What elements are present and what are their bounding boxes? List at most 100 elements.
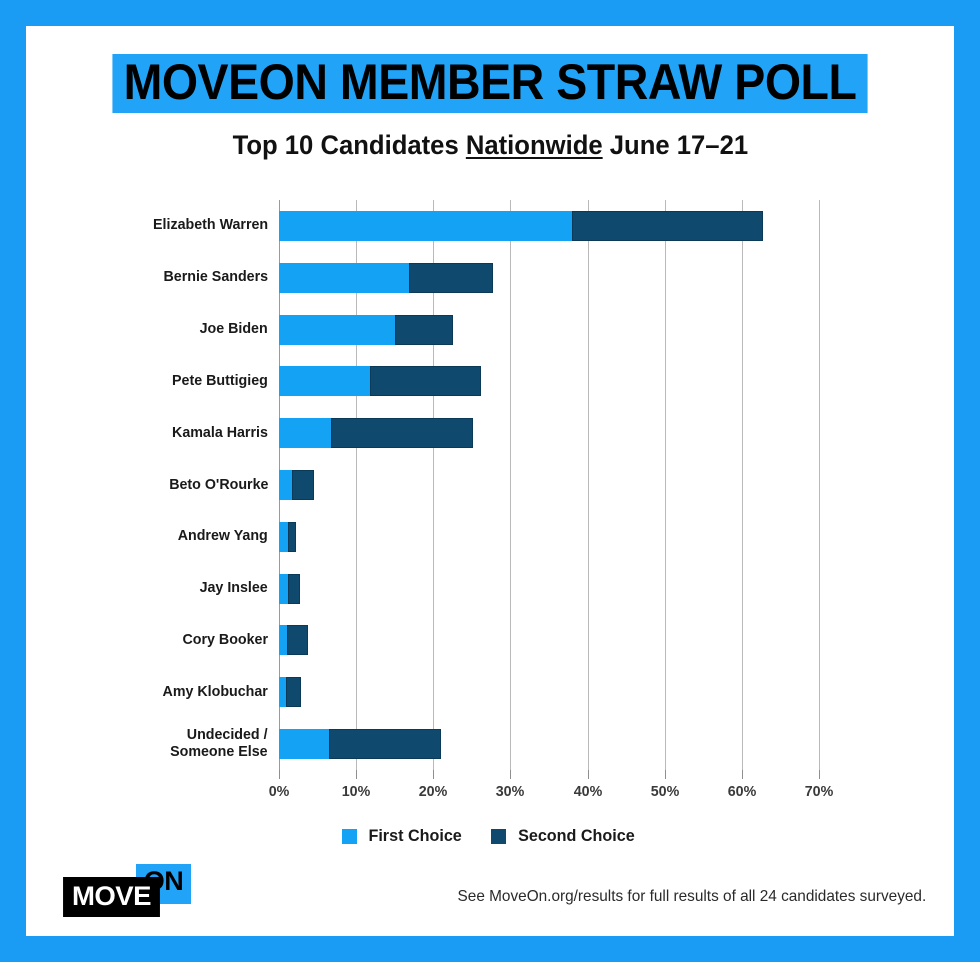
bar-row[interactable]: Andrew Yang <box>178 521 819 552</box>
category-label: Cory Booker <box>182 630 268 649</box>
bar-segment-first-choice[interactable] <box>279 625 287 656</box>
gridline-60pct <box>741 200 743 770</box>
category-label: Amy Klobuchar <box>162 682 268 701</box>
category-label: Kamala Harris <box>172 423 268 442</box>
x-tick-label-70pct: 70% <box>804 783 834 800</box>
gridline-20pct <box>433 200 435 770</box>
bar-segment-second-choice[interactable] <box>572 210 763 241</box>
bar-segment-first-choice[interactable] <box>279 677 286 708</box>
x-tick-40pct <box>587 770 589 779</box>
x-tick-label-30pct: 30% <box>496 783 525 800</box>
category-label: Andrew Yang <box>178 528 268 545</box>
category-label: Pete Buttigieg <box>172 371 268 390</box>
bar-segment-first-choice[interactable] <box>279 210 573 241</box>
bar-row[interactable]: Jay Inslee <box>200 573 819 604</box>
moveon-logo: ON MOVE <box>63 864 194 922</box>
category-label-line: Andrew Yang <box>177 527 268 545</box>
category-label-line: Pete Buttigieg <box>172 371 268 389</box>
subtitle-emphasis: Nationwide <box>465 130 603 160</box>
bar-segment-second-choice[interactable] <box>285 677 302 708</box>
bar-row[interactable]: Joe Biden <box>200 314 819 345</box>
subtitle-prefix: Top 10 Candidates <box>232 130 466 160</box>
category-label-line: Joe Biden <box>199 320 268 338</box>
bar-segment-first-choice[interactable] <box>279 262 409 293</box>
category-label-line: Jay Inslee <box>199 579 268 597</box>
plot-area: Elizabeth Warren Bernie Sanders Joe Biden P… <box>153 200 820 770</box>
category-label: Undecided / Someone Else <box>170 726 268 761</box>
bar-segment-first-choice[interactable] <box>279 729 330 760</box>
x-tick-20pct <box>433 770 435 779</box>
legend-swatch-second-choice <box>490 828 506 844</box>
x-tick-label-60pct: 60% <box>727 783 757 800</box>
bar-row[interactable]: Beto O'Rourke <box>169 470 819 500</box>
category-label-line: Kamala Harris <box>172 423 268 441</box>
category-label-line: Beto O'Rourke <box>168 475 268 493</box>
bar-segment-second-choice[interactable] <box>288 573 300 604</box>
bar-row[interactable]: Bernie Sanders <box>163 262 819 293</box>
gridline-70pct <box>819 200 820 770</box>
x-tick-30pct <box>510 770 512 779</box>
gridline-50pct <box>664 200 666 770</box>
x-axis: 0% 10% 20% 30% 40% 50% 60% 70% <box>269 770 833 816</box>
bar-segment-second-choice[interactable] <box>331 418 473 449</box>
bar-segment-second-choice[interactable] <box>292 470 314 500</box>
legend-item-first-choice: First Choice <box>342 826 464 846</box>
x-tick-50pct <box>664 770 666 779</box>
footnote-text: See MoveOn.org/results for full results … <box>457 888 926 905</box>
category-label: Elizabeth Warren <box>153 217 268 234</box>
x-tick-label-40pct: 40% <box>573 783 602 800</box>
x-tick-0pct <box>279 770 280 779</box>
bar-row[interactable]: Pete Buttigieg <box>172 366 819 397</box>
x-tick-label-0pct: 0% <box>268 783 290 800</box>
x-tick-70pct <box>819 770 820 779</box>
x-tick-label-20pct: 20% <box>419 783 448 800</box>
category-label: Beto O'Rourke <box>168 475 268 494</box>
x-tick-10pct <box>356 770 358 779</box>
chart-legend: First Choice Second Choice <box>26 826 954 846</box>
legend-label-second-choice: Second Choice <box>517 826 635 845</box>
bar-row[interactable]: Kamala Harris <box>172 418 819 449</box>
title-container: MOVEON MEMBER STRAW POLL <box>26 54 954 113</box>
subtitle-container: Top 10 Candidates Nationwide June 17–21 <box>26 130 954 161</box>
bar-row[interactable]: Undecided / Someone Else <box>171 726 819 760</box>
bar-segment-first-choice[interactable] <box>279 573 289 604</box>
bar-segment-second-choice[interactable] <box>370 366 482 397</box>
bar-segment-first-choice[interactable] <box>279 418 332 449</box>
category-label: Jay Inslee <box>199 579 268 597</box>
category-label-line: Someone Else <box>170 742 268 760</box>
category-label-line: Bernie Sanders <box>163 268 268 286</box>
poster-canvas: MOVEON MEMBER STRAW POLL Top 10 Candidat… <box>26 26 954 936</box>
x-tick-60pct <box>741 770 743 779</box>
gridline-30pct <box>510 200 512 770</box>
category-label-line: Cory Booker <box>182 630 268 648</box>
bar-segment-first-choice[interactable] <box>279 521 289 552</box>
gridline-40pct <box>587 200 589 770</box>
x-tick-label-50pct: 50% <box>650 783 679 800</box>
page-title: MOVEON MEMBER STRAW POLL <box>112 54 868 113</box>
legend-swatch-first-choice <box>342 828 358 844</box>
bar-segment-second-choice[interactable] <box>286 625 308 656</box>
logo-move-block: MOVE <box>63 877 160 917</box>
gridline-10pct <box>356 200 358 770</box>
bar-segment-second-choice[interactable] <box>408 262 494 293</box>
bar-segment-second-choice[interactable] <box>394 314 454 345</box>
page-subtitle: Top 10 Candidates Nationwide June 17–21 <box>232 130 748 161</box>
bar-segment-second-choice[interactable] <box>329 729 441 760</box>
bar-segment-second-choice[interactable] <box>288 521 296 552</box>
legend-item-second-choice: Second Choice <box>490 826 638 846</box>
x-tick-label-10pct: 10% <box>341 783 371 800</box>
bar-segment-first-choice[interactable] <box>279 314 395 345</box>
subtitle-suffix: June 17–21 <box>602 130 748 160</box>
category-label: Bernie Sanders <box>163 268 268 286</box>
bar-row[interactable]: Amy Klobuchar <box>163 677 819 708</box>
bar-row[interactable]: Elizabeth Warren <box>153 210 819 241</box>
bar-chart: Elizabeth Warren Bernie Sanders Joe Biden P… <box>26 26 954 936</box>
bar-segment-first-choice[interactable] <box>279 470 293 500</box>
bar-row[interactable]: Cory Booker <box>182 625 819 656</box>
category-label-line: Elizabeth Warren <box>152 216 268 234</box>
category-label-line: Amy Klobuchar <box>162 682 268 700</box>
bar-segment-first-choice[interactable] <box>279 366 371 397</box>
legend-label-first-choice: First Choice <box>368 826 463 845</box>
category-label: Joe Biden <box>199 320 268 338</box>
